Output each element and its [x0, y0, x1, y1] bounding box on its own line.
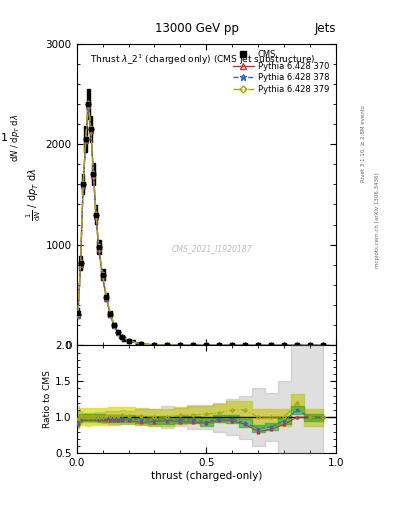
- Bar: [105, 293, 108, 301]
- Bar: [108, 311, 112, 317]
- Text: Rivet 3.1.10, ≥ 2.8M events: Rivet 3.1.10, ≥ 2.8M events: [361, 105, 366, 182]
- Bar: [87, 89, 90, 119]
- Bar: [119, 336, 125, 337]
- Bar: [77, 308, 79, 318]
- Legend: CMS, Pythia 6.428 370, Pythia 6.428 378, Pythia 6.428 379: CMS, Pythia 6.428 370, Pythia 6.428 378,…: [230, 48, 332, 96]
- Y-axis label: Ratio to CMS: Ratio to CMS: [43, 370, 52, 428]
- Bar: [84, 126, 87, 152]
- Bar: [95, 205, 97, 224]
- Text: Jets: Jets: [314, 22, 336, 34]
- X-axis label: thrust (charged-only): thrust (charged-only): [151, 471, 262, 481]
- Bar: [112, 324, 116, 327]
- Bar: [101, 269, 105, 281]
- Bar: [82, 174, 84, 195]
- Text: $\mathrm{d}N$ / $\mathrm{d}p_T$ $\mathrm{d}\lambda$: $\mathrm{d}N$ / $\mathrm{d}p_T$ $\mathrm…: [9, 114, 22, 162]
- Bar: [116, 331, 120, 333]
- Text: mcplots.cern.ch [arXiv:1306.3436]: mcplots.cern.ch [arXiv:1306.3436]: [375, 173, 380, 268]
- Text: Thrust $\lambda\_2^1$ (charged only) (CMS jet substructure): Thrust $\lambda\_2^1$ (charged only) (CM…: [90, 53, 315, 67]
- Y-axis label: $\frac{1}{\mathrm{d}N}$ / $\mathrm{d}p_T$ $\mathrm{d}\lambda$: $\frac{1}{\mathrm{d}N}$ / $\mathrm{d}p_T…: [25, 168, 43, 221]
- Bar: [92, 163, 95, 185]
- Text: 1: 1: [0, 133, 7, 143]
- Bar: [97, 240, 101, 254]
- Text: CMS_2021_I1920187: CMS_2021_I1920187: [171, 244, 252, 253]
- Bar: [90, 116, 92, 142]
- Bar: [122, 340, 135, 341]
- Text: 13000 GeV pp: 13000 GeV pp: [154, 22, 239, 34]
- Bar: [79, 256, 82, 270]
